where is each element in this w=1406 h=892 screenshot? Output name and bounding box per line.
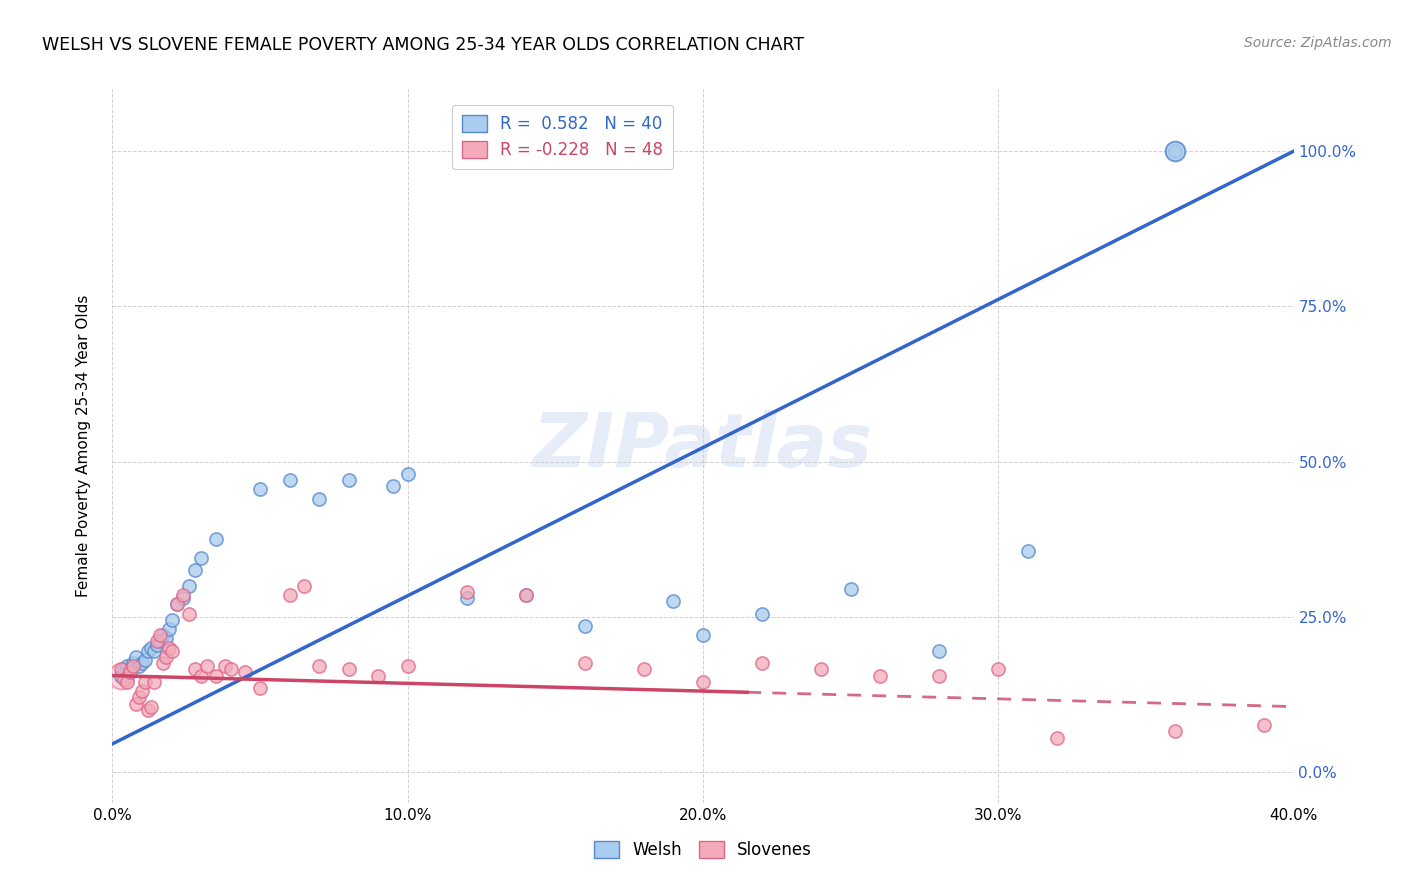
Point [146,638,169,652]
Point [152,628,174,642]
Point [928,644,950,658]
Text: ZIPatlas: ZIPatlas [533,409,873,483]
Point [131,684,153,698]
Point [1164,145,1187,159]
Point [810,662,832,676]
Point [179,579,201,593]
Point [308,491,330,506]
Point [1253,718,1275,732]
Point [205,532,228,546]
Point [110,668,132,682]
Point [139,699,162,714]
Point [179,607,201,621]
Point [337,473,360,487]
Point [574,619,596,633]
Point [172,588,194,602]
Point [633,662,655,676]
Point [134,653,156,667]
Point [117,659,138,673]
Point [190,550,212,565]
Point [172,591,194,605]
Point [128,659,150,673]
Point [120,662,142,676]
Text: WELSH VS SLOVENE FEMALE POVERTY AMONG 25-34 YEAR OLDS CORRELATION CHART: WELSH VS SLOVENE FEMALE POVERTY AMONG 25… [42,36,804,54]
Point [515,588,537,602]
Point [233,665,256,680]
Point [160,644,183,658]
Point [205,668,228,682]
Point [110,662,132,676]
Point [367,668,389,682]
Point [1017,544,1039,558]
Point [166,597,188,611]
Point [157,622,180,636]
Point [292,579,315,593]
Point [928,668,950,682]
Point [219,662,242,676]
Point [574,656,596,670]
Point [142,644,165,658]
Point [337,662,360,676]
Point [139,640,162,655]
Point [152,656,174,670]
Point [142,674,165,689]
Y-axis label: Female Poverty Among 25-34 Year Olds: Female Poverty Among 25-34 Year Olds [76,295,91,597]
Point [117,674,138,689]
Point [249,483,271,497]
Point [308,659,330,673]
Point [278,473,301,487]
Point [751,656,773,670]
Point [122,656,145,670]
Point [214,659,236,673]
Point [869,668,891,682]
Point [131,656,153,670]
Point [692,628,714,642]
Point [662,594,685,608]
Point [146,634,169,648]
Text: Source: ZipAtlas.com: Source: ZipAtlas.com [1244,36,1392,50]
Point [396,467,419,481]
Point [110,668,132,682]
Point [160,613,183,627]
Point [155,632,177,646]
Point [184,662,207,676]
Point [692,674,714,689]
Point [456,584,478,599]
Point [149,628,172,642]
Point [155,650,177,665]
Point [751,607,773,621]
Point [184,563,207,577]
Point [278,588,301,602]
Point [987,662,1010,676]
Point [120,665,142,680]
Point [128,690,150,705]
Point [382,479,405,493]
Legend: Welsh, Slovenes: Welsh, Slovenes [588,834,818,866]
Point [1164,724,1187,739]
Point [136,644,159,658]
Point [456,591,478,605]
Point [149,634,172,648]
Point [249,681,271,695]
Point [125,697,148,711]
Point [112,672,135,686]
Point [112,662,135,676]
Point [125,650,148,665]
Point [396,659,419,673]
Point [190,668,212,682]
Point [136,703,159,717]
Point [195,659,218,673]
Point [157,640,180,655]
Point [839,582,862,596]
Point [122,659,145,673]
Point [134,674,156,689]
Point [1164,145,1187,159]
Point [1046,731,1069,745]
Point [515,588,537,602]
Point [166,597,188,611]
